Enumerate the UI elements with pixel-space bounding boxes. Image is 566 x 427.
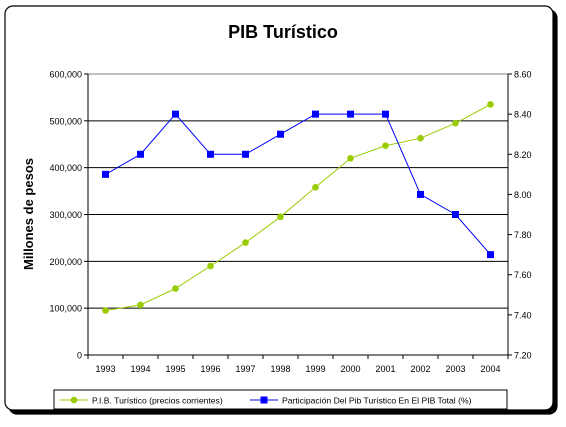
series-layer <box>102 101 494 314</box>
data-point-participacion <box>137 150 144 158</box>
y-tick-label: 100,000 <box>49 304 82 314</box>
y2-tick-label: 8.00 <box>514 190 532 200</box>
data-point-pib <box>382 142 389 149</box>
data-point-participacion <box>207 150 214 158</box>
y-tick-label: 500,000 <box>49 116 82 126</box>
x-tick-label: 2000 <box>340 364 360 374</box>
legend-box <box>53 389 508 410</box>
series-line-pib <box>105 103 491 311</box>
y2-tick-label: 7.60 <box>514 270 532 280</box>
y2-tick-label: 7.20 <box>514 351 532 361</box>
data-point-pib <box>207 262 214 270</box>
x-tick-label: 2003 <box>445 364 465 374</box>
data-point-pib <box>102 307 109 314</box>
data-point-pib <box>347 155 354 162</box>
data-point-pib <box>242 239 249 246</box>
y-tick-label: 600,000 <box>49 70 82 80</box>
data-point-participacion <box>452 211 459 218</box>
legend-marker-pib <box>70 396 78 404</box>
x-tick-label: 1994 <box>130 364 150 374</box>
data-point-participacion <box>172 110 179 118</box>
data-point-pib <box>487 101 494 108</box>
y-tick-label: 200,000 <box>49 257 82 267</box>
legend-label-pib: P.I.B. Turístico (precios corrientes) <box>92 396 223 406</box>
x-tick-label: 1996 <box>200 364 220 374</box>
y-axis-label: Millones de pesos <box>21 158 36 270</box>
data-point-participacion <box>242 150 249 158</box>
y2-tick-label: 8.60 <box>514 70 532 80</box>
chart-border <box>4 5 554 411</box>
y2-tick-label: 8.40 <box>514 110 532 120</box>
data-point-participacion <box>102 170 109 178</box>
data-point-participacion <box>312 110 319 118</box>
y-tick-label: 0 <box>77 351 82 361</box>
y2-tick-label: 7.40 <box>514 310 532 320</box>
data-point-participacion <box>382 110 389 118</box>
y2-tick-label: 8.20 <box>514 150 532 160</box>
data-point-pib <box>137 301 144 309</box>
data-point-participacion <box>347 110 354 118</box>
x-tick-label: 2001 <box>375 364 395 374</box>
legend-marker-participacion <box>260 396 268 404</box>
data-point-participacion <box>487 251 494 259</box>
legend: P.I.B. Turístico (precios corrientes) Par… <box>60 396 472 406</box>
data-point-participacion <box>417 190 424 198</box>
legend-label-participacion: Participación Del Pib Turístico En El PI… <box>282 396 472 406</box>
y2-tick-label: 7.80 <box>514 230 532 240</box>
x-tick-label: 1993 <box>95 364 115 374</box>
data-point-pib <box>277 213 284 221</box>
data-point-pib <box>172 285 179 292</box>
x-tick-label: 1999 <box>305 364 325 374</box>
x-tick-label: 2004 <box>480 364 500 374</box>
x-tick-label: 1995 <box>165 364 185 374</box>
data-point-pib <box>312 184 319 191</box>
y-tick-label: 300,000 <box>49 210 82 220</box>
chart-title: PIB Turístico <box>228 22 338 42</box>
grid-layer <box>88 120 508 309</box>
x-tick-label: 1997 <box>235 364 255 374</box>
data-point-pib <box>417 134 424 142</box>
x-tick-label: 1998 <box>270 364 290 374</box>
data-point-participacion <box>277 130 284 138</box>
series-line-participacion <box>105 113 491 255</box>
axis-layer: 0 100,000 200,000 300,000 400,000 500,000 600,… <box>49 70 531 375</box>
data-point-pib <box>452 119 459 127</box>
x-tick-label: 2002 <box>410 364 430 374</box>
y-tick-label: 400,000 <box>49 163 82 173</box>
